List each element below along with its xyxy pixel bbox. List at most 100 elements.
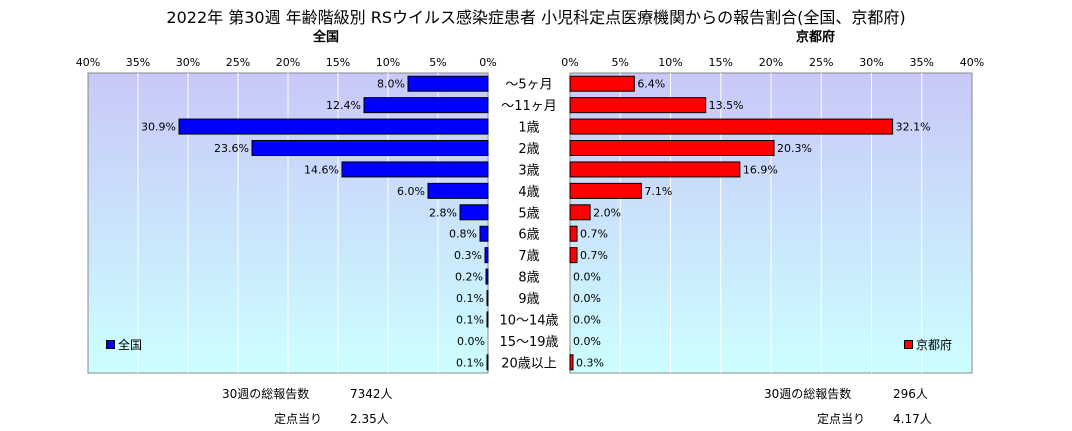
nation-bar xyxy=(484,247,489,264)
nation-data-label: 12.4% xyxy=(326,99,361,112)
kyoto-bar xyxy=(569,140,775,157)
nation-tick-label: 20% xyxy=(276,56,300,69)
nation-tick-label: 10% xyxy=(376,56,400,69)
nation-bar xyxy=(485,268,489,285)
kyoto-tick-label: 30% xyxy=(859,56,883,69)
category-label: 20歳以上 xyxy=(501,356,557,371)
kyoto-data-label: 32.1% xyxy=(896,121,931,134)
kyoto-tick-label: 40% xyxy=(960,56,984,69)
kyoto-tick-label: 0% xyxy=(561,56,578,69)
nation-bar xyxy=(341,161,489,178)
nation-bar xyxy=(178,118,489,135)
kyoto-data-label: 0.0% xyxy=(573,292,601,305)
category-label: 4歳 xyxy=(518,185,539,200)
category-label: 6歳 xyxy=(518,228,539,243)
nation-per-site-value: 2.35人 xyxy=(350,412,389,426)
nation-tick-label: 0% xyxy=(479,56,496,69)
category-label: 5歳 xyxy=(518,206,539,221)
kyoto-data-label: 7.1% xyxy=(644,185,672,198)
category-label: 1歳 xyxy=(518,121,539,136)
nation-bar xyxy=(486,311,489,328)
kyoto-tick-label: 25% xyxy=(809,56,833,69)
kyoto-data-label: 16.9% xyxy=(743,163,778,176)
nation-bar xyxy=(459,204,489,221)
category-label: 10～14歳 xyxy=(499,313,558,328)
nation-tick-label: 35% xyxy=(126,56,150,69)
nation-data-label: 0.1% xyxy=(456,356,484,369)
nation-data-label: 2.8% xyxy=(429,206,457,219)
category-label: 7歳 xyxy=(518,249,539,264)
kyoto-bar xyxy=(569,161,741,178)
nation-data-label: 6.0% xyxy=(397,185,425,198)
nation-data-label: 0.3% xyxy=(454,249,482,262)
nation-data-label: 0.8% xyxy=(449,228,477,241)
nation-reports-label: 30週の総報告数 xyxy=(222,387,310,401)
nation-tick-label: 15% xyxy=(326,56,350,69)
kyoto-data-label: 0.7% xyxy=(580,228,608,241)
kyoto-tick-label: 15% xyxy=(709,56,733,69)
kyoto-tick-label: 5% xyxy=(612,56,629,69)
kyoto-panel-title: 京都府 xyxy=(796,30,836,45)
kyoto-data-label: 0.0% xyxy=(573,335,601,348)
nation-bar xyxy=(427,182,489,199)
nation-data-label: 30.9% xyxy=(141,121,176,134)
kyoto-data-label: 0.3% xyxy=(576,356,604,369)
nation-legend-swatch xyxy=(106,340,115,349)
nation-data-label: 8.0% xyxy=(377,78,405,91)
kyoto-per-site-label: 定点当り xyxy=(817,412,866,426)
category-label: 2歳 xyxy=(518,142,539,157)
kyoto-legend-label: 京都府 xyxy=(916,338,953,352)
kyoto-bar xyxy=(569,182,642,199)
nation-panel-title: 全国 xyxy=(313,30,340,45)
category-label: ～11ヶ月 xyxy=(501,99,557,114)
nation-legend-label: 全国 xyxy=(118,338,143,352)
kyoto-tick-label: 35% xyxy=(910,56,934,69)
nation-data-label: 0.2% xyxy=(455,271,483,284)
kyoto-data-label: 20.3% xyxy=(777,142,812,155)
kyoto-bar xyxy=(569,247,578,264)
nation-legend: 全国 xyxy=(106,336,142,353)
kyoto-bar xyxy=(569,204,591,221)
nation-per-site-label: 定点当り xyxy=(274,412,323,426)
nation-bar xyxy=(407,75,489,92)
chart-title: 2022年 第30週 年齢階級別 RSウイルス感染症患者 小児科定点医療機関から… xyxy=(166,8,906,27)
category-label: 15～19歳 xyxy=(499,335,558,350)
category-label: 9歳 xyxy=(518,292,539,307)
nation-data-label: 23.6% xyxy=(214,142,249,155)
kyoto-tick-label: 10% xyxy=(658,56,682,69)
kyoto-bar xyxy=(569,75,635,92)
kyoto-bar xyxy=(569,354,574,371)
nation-data-label: 0.1% xyxy=(456,313,484,326)
kyoto-legend-swatch xyxy=(904,340,913,349)
kyoto-data-label: 0.7% xyxy=(580,249,608,262)
kyoto-tick-label: 20% xyxy=(759,56,783,69)
kyoto-data-label: 0.0% xyxy=(573,271,601,284)
nation-reports-value: 7342人 xyxy=(350,387,393,401)
nation-data-label: 0.1% xyxy=(456,292,484,305)
nation-tick-label: 40% xyxy=(76,56,100,69)
kyoto-legend: 京都府 xyxy=(904,336,952,353)
kyoto-bar xyxy=(569,118,894,135)
category-label: 8歳 xyxy=(518,271,539,286)
kyoto-data-label: 6.4% xyxy=(637,78,665,91)
nation-bar xyxy=(486,290,489,307)
nation-bar xyxy=(479,225,489,242)
kyoto-bar xyxy=(569,97,707,114)
nation-tick-label: 5% xyxy=(429,56,446,69)
category-label: ～5ヶ月 xyxy=(505,78,552,93)
nation-tick-label: 30% xyxy=(176,56,200,69)
nation-data-label: 14.6% xyxy=(304,163,339,176)
nation-bar xyxy=(363,97,489,114)
nation-data-label: 0.0% xyxy=(457,335,485,348)
kyoto-reports-label: 30週の総報告数 xyxy=(764,387,852,401)
kyoto-data-label: 0.0% xyxy=(573,313,601,326)
category-label: 3歳 xyxy=(518,163,539,178)
kyoto-reports-value: 296人 xyxy=(893,387,928,401)
kyoto-per-site-value: 4.17人 xyxy=(893,412,932,426)
nation-bar xyxy=(251,140,489,157)
kyoto-data-label: 2.0% xyxy=(593,206,621,219)
nation-bar xyxy=(486,354,489,371)
kyoto-bar xyxy=(569,225,578,242)
kyoto-data-label: 13.5% xyxy=(709,99,744,112)
